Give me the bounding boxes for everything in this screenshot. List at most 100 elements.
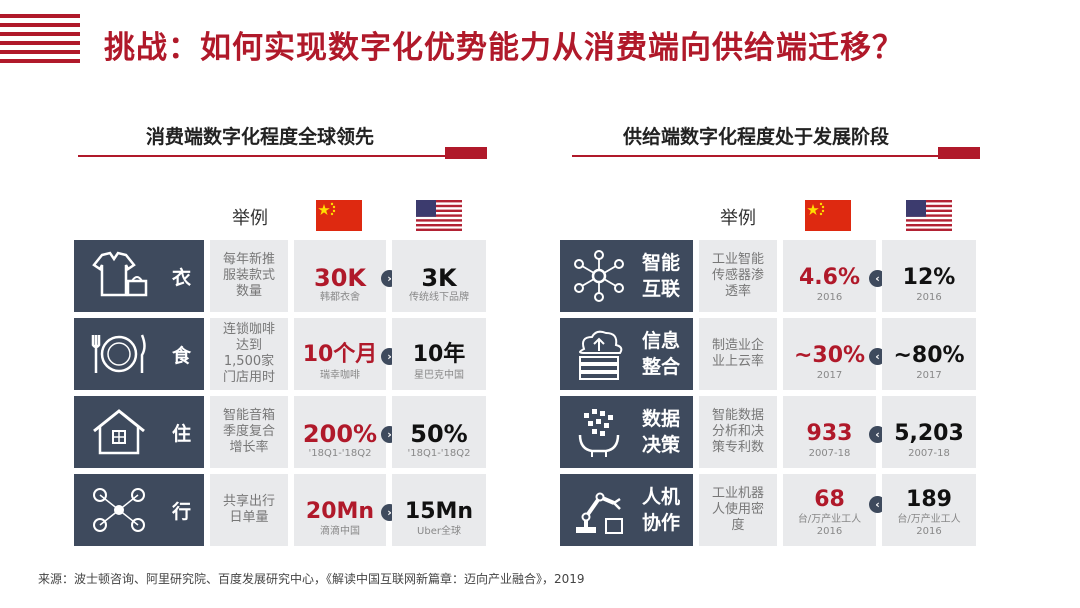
example-cell: 智能数据分析和决策专利数 (699, 396, 777, 468)
usa-value: 12% (902, 265, 956, 290)
usa-value-cell: 50% '18Q1-'18Q2 (392, 396, 486, 468)
usa-source: Uber全球 (417, 526, 461, 537)
data-head-icon (578, 409, 620, 457)
category-label: 食 (172, 344, 192, 367)
source-note: 来源：波士顿咨询、阿里研究院、百度发展研究中心，《解读中国互联网新篇章：迈向产业… (38, 572, 585, 586)
example-cell: 制造业企业上云率 (699, 318, 777, 390)
usa-value-cell: 15Mn Uber全球 (392, 474, 486, 546)
right-example-header: 举例 (720, 208, 756, 229)
china-value-cell: 933 2007-18 (783, 396, 876, 468)
usa-value: 10年 (412, 342, 466, 367)
china-value-cell: 200% '18Q1-'18Q2 (294, 396, 386, 468)
usa-value-cell: 12% 2016 (882, 240, 976, 312)
china-source: 2016 (816, 292, 843, 303)
usa-value: 5,203 (894, 421, 964, 446)
network-icon (574, 250, 624, 302)
china-source: 台/万产业工人 2016 (797, 514, 862, 537)
category-tile-smart-connect: 智能 互联 (560, 240, 693, 312)
category-label-line1: 智能 (642, 252, 681, 274)
china-value: 10个月 (302, 342, 378, 367)
category-tile-human-machine: 人机 协作 (560, 474, 693, 546)
mobility-icon (93, 488, 145, 532)
category-tile-housing: 住 (74, 396, 204, 468)
dining-icon (91, 334, 146, 373)
usa-value: 189 (906, 487, 952, 512)
category-label: 人机 协作 (642, 484, 680, 536)
china-value: 200% (302, 420, 378, 448)
example-cell: 工业智能传感器渗透率 (699, 240, 777, 312)
usa-value: ~80% (893, 343, 965, 368)
category-label-line1: 数据 (642, 408, 681, 430)
usa-source: 台/万产业工人 2016 (897, 514, 961, 537)
right-divider-accent (938, 147, 980, 159)
category-label-line2: 协作 (642, 512, 681, 534)
chevron-left-icon: ‹ (869, 496, 886, 513)
usa-source: 2016 (916, 292, 942, 303)
category-label: 智能 互联 (642, 250, 680, 302)
china-value: 68 (814, 487, 845, 512)
china-value-cell: ~30% 2017 (783, 318, 876, 390)
left-divider-accent (445, 147, 487, 159)
china-source: 韩都衣舍 (320, 292, 360, 303)
example-cell: 每年新推服装款式数量 (210, 240, 288, 312)
china-value: ~30% (793, 343, 866, 368)
china-flag-icon (805, 200, 851, 231)
clothing-icon (92, 251, 148, 297)
category-tile-data-decision: 数据 决策 (560, 396, 693, 468)
china-value-cell: 30K 韩都衣舍 (294, 240, 386, 312)
china-value-cell: 20Mn 滴滴中国 (294, 474, 386, 546)
category-label-line1: 人机 (642, 486, 681, 508)
example-cell: 连锁咖啡达到1,500家门店用时 (210, 318, 288, 390)
robot-arm-icon (576, 492, 623, 534)
china-value: 20Mn (305, 499, 375, 524)
left-divider (78, 155, 486, 157)
usa-source: 2017 (916, 370, 942, 381)
usa-source: 传统线下品牌 (409, 292, 469, 303)
china-value-cell: 10个月 瑞幸咖啡 (294, 318, 386, 390)
right-section-title: 供给端数字化程度处于发展阶段 (622, 126, 889, 148)
china-value: 4.6% (798, 265, 860, 290)
chevron-left-icon: ‹ (869, 270, 886, 287)
china-flag-icon (316, 200, 362, 231)
example-cell: 智能音箱季度复合增长率 (210, 396, 288, 468)
usa-source: 星巴克中国 (414, 370, 464, 381)
category-tile-clothing: 衣 (74, 240, 204, 312)
category-tile-mobility: 行 (74, 474, 204, 546)
usa-flag-icon (416, 200, 462, 231)
china-source: 2017 (816, 370, 843, 381)
left-example-header: 举例 (232, 208, 268, 229)
usa-source: '18Q1-'18Q2 (407, 448, 471, 459)
category-label: 数据 决策 (642, 406, 680, 458)
category-label-line2: 整合 (642, 356, 681, 378)
usa-source: 2007-18 (908, 448, 950, 459)
china-value: 933 (806, 421, 853, 446)
cloud-server-icon (579, 330, 623, 380)
right-divider (572, 155, 980, 157)
chevron-left-icon: ‹ (869, 426, 886, 443)
usa-value-cell: 10年 星巴克中国 (392, 318, 486, 390)
chevron-left-icon: ‹ (869, 348, 886, 365)
example-cell: 工业机器人使用密度 (699, 474, 777, 546)
china-source: 瑞幸咖啡 (320, 370, 360, 381)
usa-value-cell: ~80% 2017 (882, 318, 976, 390)
usa-value-cell: 189 台/万产业工人 2016 (882, 474, 976, 546)
usa-value-cell: 3K 传统线下品牌 (392, 240, 486, 312)
china-source: 滴滴中国 (320, 526, 360, 537)
example-cell: 共享出行日单量 (210, 474, 288, 546)
china-value-cell: 4.6% 2016 (783, 240, 876, 312)
category-label-line1: 信息 (642, 330, 681, 352)
category-label: 信息 整合 (642, 328, 680, 380)
usa-value: 15Mn (404, 499, 474, 524)
decorative-stripes (0, 14, 80, 64)
china-source: 2007-18 (808, 448, 851, 459)
page-title: 挑战：如何实现数字化优势能力从消费端向供给端迁移？ (104, 30, 904, 66)
usa-value-cell: 5,203 2007-18 (882, 396, 976, 468)
category-label: 衣 (172, 266, 192, 289)
category-tile-info-integration: 信息 整合 (560, 318, 693, 390)
category-label: 住 (172, 422, 192, 445)
category-label: 行 (172, 500, 192, 523)
china-value-cell: 68 台/万产业工人 2016 (783, 474, 876, 546)
category-tile-dining: 食 (74, 318, 204, 390)
china-source: '18Q1-'18Q2 (308, 448, 372, 459)
usa-value: 50% (410, 420, 468, 448)
